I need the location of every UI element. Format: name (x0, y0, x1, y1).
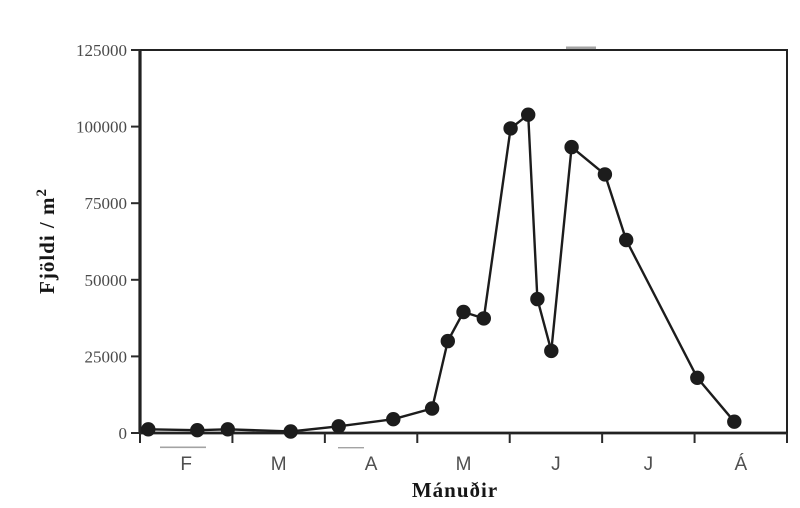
data-point (424, 401, 440, 416)
data-point (386, 412, 401, 427)
y-tick-label: 25000 (85, 347, 128, 366)
x-tick-label: J (644, 454, 654, 475)
y-tick-label: 125000 (76, 41, 127, 60)
data-point (476, 311, 491, 326)
y-tick-label: 100000 (76, 118, 127, 137)
data-point (727, 414, 742, 429)
data-point (331, 419, 346, 434)
data-point (564, 139, 579, 155)
data-point (690, 370, 705, 385)
x-tick-label: J (551, 454, 561, 475)
x-axis-title: Mánuðir (412, 478, 498, 502)
data-point (440, 333, 455, 349)
x-tick-label: M (456, 454, 472, 475)
data-point (190, 423, 205, 438)
x-tick-label: F (180, 454, 192, 475)
data-point (521, 107, 536, 122)
data-point (503, 121, 518, 136)
data-point (456, 304, 471, 320)
data-point (220, 422, 236, 437)
data-line (147, 113, 736, 433)
y-axis-title-base: Fjöldi / m (35, 197, 59, 295)
data-point (619, 232, 634, 248)
data-point (544, 343, 559, 359)
scan-smudge (160, 446, 206, 449)
y-tick-label: 75000 (85, 194, 128, 213)
y-axis-title: Fjöldi / m2 (34, 188, 59, 294)
scan-artifacts (160, 46, 596, 449)
y-tick-label: 0 (119, 424, 128, 443)
x-tick-label: M (271, 454, 287, 475)
x-tick-label: Á (734, 454, 747, 475)
x-tick-label: A (365, 454, 378, 475)
data-point (141, 422, 156, 437)
plot-border (139, 49, 788, 434)
data-point (530, 291, 545, 307)
data-point (283, 424, 298, 439)
data-point (597, 167, 613, 182)
scan-smudge (566, 46, 596, 50)
y-axis-ticks: 0 25000 50000 75000 100000 125000 (76, 41, 140, 443)
y-axis-title-superscript: 2 (34, 188, 50, 197)
data-series (141, 107, 742, 439)
plot-frame (138, 49, 788, 435)
scan-smudge (338, 447, 364, 449)
y-tick-label: 50000 (85, 271, 128, 290)
